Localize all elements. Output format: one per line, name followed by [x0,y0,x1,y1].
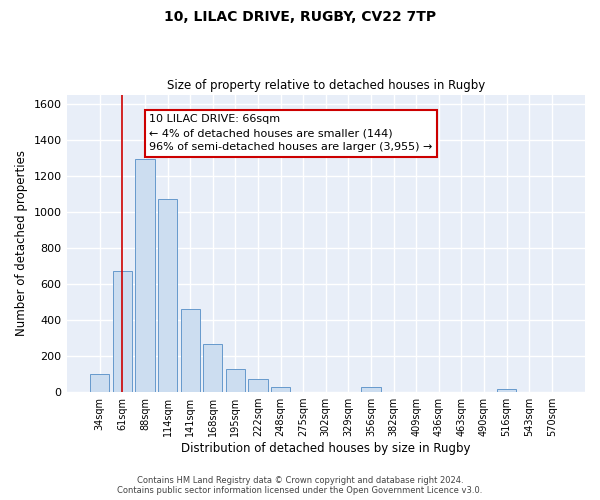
Text: 10, LILAC DRIVE, RUGBY, CV22 7TP: 10, LILAC DRIVE, RUGBY, CV22 7TP [164,10,436,24]
Bar [113,272,132,392]
Bar [497,390,516,392]
Bar [203,344,223,392]
Bar [158,199,177,392]
Bar [181,309,200,392]
Text: 10 LILAC DRIVE: 66sqm
← 4% of detached houses are smaller (144)
96% of semi-deta: 10 LILAC DRIVE: 66sqm ← 4% of detached h… [149,114,433,152]
Bar [90,374,109,392]
Bar [361,386,380,392]
Text: Contains HM Land Registry data © Crown copyright and database right 2024.
Contai: Contains HM Land Registry data © Crown c… [118,476,482,495]
Title: Size of property relative to detached houses in Rugby: Size of property relative to detached ho… [167,79,485,92]
Bar [226,368,245,392]
Bar [248,378,268,392]
Bar [271,386,290,392]
Bar [136,160,155,392]
Y-axis label: Number of detached properties: Number of detached properties [15,150,28,336]
X-axis label: Distribution of detached houses by size in Rugby: Distribution of detached houses by size … [181,442,470,455]
